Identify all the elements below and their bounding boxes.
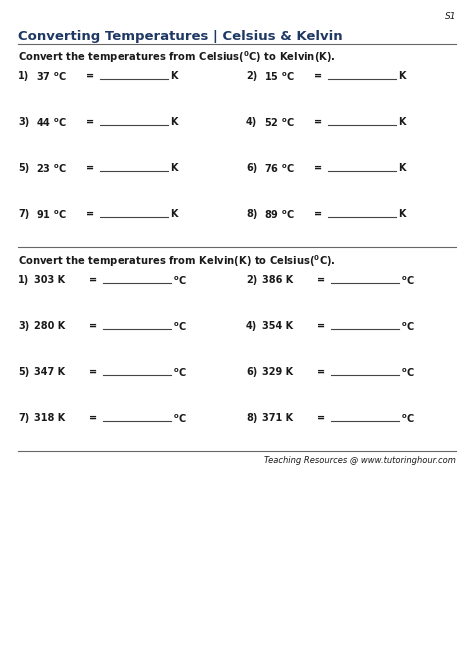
- Text: Convert the temperatures from Celsius($\mathregular{^0}$C) to Kelvin(K).: Convert the temperatures from Celsius($\…: [18, 49, 336, 65]
- Text: $\mathregular{^o}$C: $\mathregular{^o}$C: [401, 275, 415, 288]
- Text: 15 $\mathregular{^o}$C: 15 $\mathregular{^o}$C: [264, 71, 295, 83]
- Text: 5): 5): [18, 163, 29, 173]
- Text: 37 $\mathregular{^o}$C: 37 $\mathregular{^o}$C: [36, 71, 67, 83]
- Text: 89 $\mathregular{^o}$C: 89 $\mathregular{^o}$C: [264, 209, 295, 221]
- Text: $\mathregular{^o}$C: $\mathregular{^o}$C: [401, 321, 415, 333]
- Text: $\mathregular{^o}$C: $\mathregular{^o}$C: [173, 413, 187, 425]
- Text: 7): 7): [18, 413, 29, 423]
- Text: Convert the temperatures from Kelvin(K) to Celsius($\mathregular{^0}$C).: Convert the temperatures from Kelvin(K) …: [18, 253, 336, 269]
- Text: K: K: [170, 209, 177, 219]
- Text: =: =: [86, 209, 94, 219]
- Text: K: K: [398, 163, 405, 173]
- Text: =: =: [314, 209, 322, 219]
- Text: 3): 3): [18, 117, 29, 127]
- Text: $\mathregular{^o}$C: $\mathregular{^o}$C: [401, 367, 415, 380]
- Text: 4): 4): [246, 321, 257, 331]
- Text: $\mathregular{^o}$C: $\mathregular{^o}$C: [173, 321, 187, 333]
- Text: =: =: [317, 413, 325, 423]
- Text: =: =: [317, 367, 325, 377]
- Text: =: =: [314, 71, 322, 81]
- Text: =: =: [86, 163, 94, 173]
- Text: 76 $\mathregular{^o}$C: 76 $\mathregular{^o}$C: [264, 163, 295, 175]
- Text: 347 K: 347 K: [34, 367, 65, 377]
- Text: =: =: [314, 117, 322, 127]
- Text: 5): 5): [18, 367, 29, 377]
- Text: 2): 2): [246, 275, 257, 285]
- Text: 91 $\mathregular{^o}$C: 91 $\mathregular{^o}$C: [36, 209, 67, 221]
- Text: =: =: [89, 413, 97, 423]
- Text: 386 K: 386 K: [262, 275, 293, 285]
- Text: =: =: [89, 275, 97, 285]
- Text: Converting Temperatures | Celsius & Kelvin: Converting Temperatures | Celsius & Kelv…: [18, 30, 343, 43]
- Text: 2): 2): [246, 71, 257, 81]
- Text: =: =: [317, 321, 325, 331]
- Text: 329 K: 329 K: [262, 367, 293, 377]
- Text: $\mathregular{^o}$C: $\mathregular{^o}$C: [173, 275, 187, 288]
- Text: 354 K: 354 K: [262, 321, 293, 331]
- Text: 1): 1): [18, 71, 29, 81]
- Text: 3): 3): [18, 321, 29, 331]
- Text: $\mathregular{^o}$C: $\mathregular{^o}$C: [401, 413, 415, 425]
- Text: 52 $\mathregular{^o}$C: 52 $\mathregular{^o}$C: [264, 117, 295, 130]
- Text: 6): 6): [246, 163, 257, 173]
- Text: $\mathregular{^o}$C: $\mathregular{^o}$C: [173, 367, 187, 380]
- Text: 6): 6): [246, 367, 257, 377]
- Text: 23 $\mathregular{^o}$C: 23 $\mathregular{^o}$C: [36, 163, 67, 175]
- Text: 8): 8): [246, 413, 257, 423]
- Text: 318 K: 318 K: [34, 413, 65, 423]
- Text: =: =: [89, 367, 97, 377]
- Text: K: K: [398, 209, 405, 219]
- Text: =: =: [317, 275, 325, 285]
- Text: K: K: [170, 163, 177, 173]
- Text: =: =: [86, 71, 94, 81]
- Text: K: K: [170, 117, 177, 127]
- Text: 303 K: 303 K: [34, 275, 65, 285]
- Text: =: =: [86, 117, 94, 127]
- Text: K: K: [170, 71, 177, 81]
- Text: 1): 1): [18, 275, 29, 285]
- Text: 371 K: 371 K: [262, 413, 293, 423]
- Text: 280 K: 280 K: [34, 321, 65, 331]
- Text: K: K: [398, 117, 405, 127]
- Text: =: =: [89, 321, 97, 331]
- Text: S1: S1: [445, 12, 456, 21]
- Text: =: =: [314, 163, 322, 173]
- Text: K: K: [398, 71, 405, 81]
- Text: 7): 7): [18, 209, 29, 219]
- Text: 4): 4): [246, 117, 257, 127]
- Text: 8): 8): [246, 209, 257, 219]
- Text: Teaching Resources @ www.tutoringhour.com: Teaching Resources @ www.tutoringhour.co…: [264, 456, 456, 465]
- Text: 44 $\mathregular{^o}$C: 44 $\mathregular{^o}$C: [36, 117, 67, 130]
